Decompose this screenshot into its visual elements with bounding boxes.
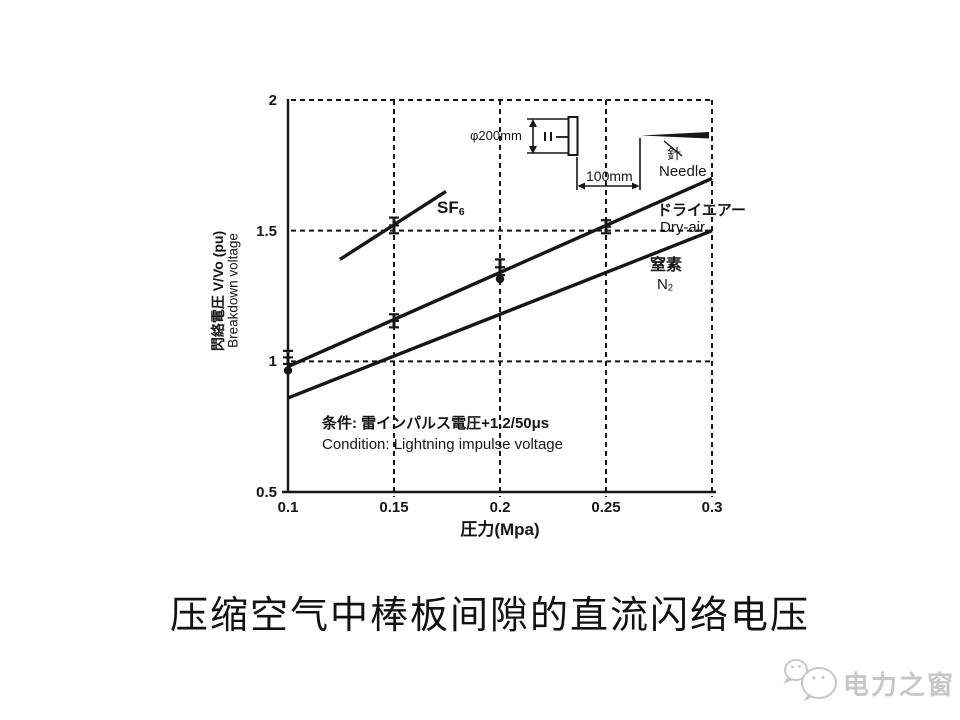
series-label-dryair-jp: ドライエアー bbox=[657, 202, 746, 219]
series-label-n2-jp: 窒素 bbox=[650, 257, 683, 274]
x-axis-label: 圧力(Mpa) bbox=[460, 520, 540, 539]
x-tick-label-0.2: 0.2 bbox=[489, 499, 511, 516]
inset-needle-label-en: Needle bbox=[659, 163, 707, 180]
n2-base: N bbox=[657, 276, 668, 293]
series-label-dryair-en: Dry-air bbox=[660, 219, 705, 236]
n2-subscript: 2 bbox=[667, 282, 674, 293]
watermark-text: 电力之窗 bbox=[843, 670, 956, 700]
condition-text-jp: 条件: 雷インパルス電圧+1.2/50μs bbox=[322, 415, 550, 432]
inset-needle-label-jp: 針 bbox=[667, 146, 681, 162]
sf6-subscript: 6 bbox=[458, 205, 465, 218]
inset-gap-label: 100mm bbox=[586, 168, 633, 184]
y-axis-label-en: Breakdown voltage bbox=[225, 233, 241, 348]
y-tick-label-1.5: 1.5 bbox=[256, 222, 277, 240]
inset-diameter-label: φ200mm bbox=[470, 128, 522, 143]
x-tick-label-0.15: 0.15 bbox=[379, 499, 409, 516]
y-tick-label-0.5: 0.5 bbox=[256, 484, 277, 501]
x-tick-label-0.3: 0.3 bbox=[701, 499, 723, 516]
page-title: 压缩空气中棒板间隙的直流闪络电压 bbox=[169, 595, 810, 637]
y-tick-label-1: 1 bbox=[268, 353, 277, 371]
chat-bubbles-logo-icon bbox=[783, 659, 837, 701]
watermark: 电力之窗 bbox=[781, 653, 957, 709]
series-label-sf6: SF6 bbox=[437, 198, 465, 218]
sf6-base: SF bbox=[437, 198, 459, 217]
x-tick-label-0.25: 0.25 bbox=[591, 499, 621, 516]
x-tick-label-0.1: 0.1 bbox=[277, 499, 299, 516]
condition-text-en: Condition: Lightning impulse voltage bbox=[322, 436, 563, 453]
series-label-n2-en: N2 bbox=[657, 276, 673, 293]
y-tick-label-2: 2 bbox=[268, 92, 277, 109]
